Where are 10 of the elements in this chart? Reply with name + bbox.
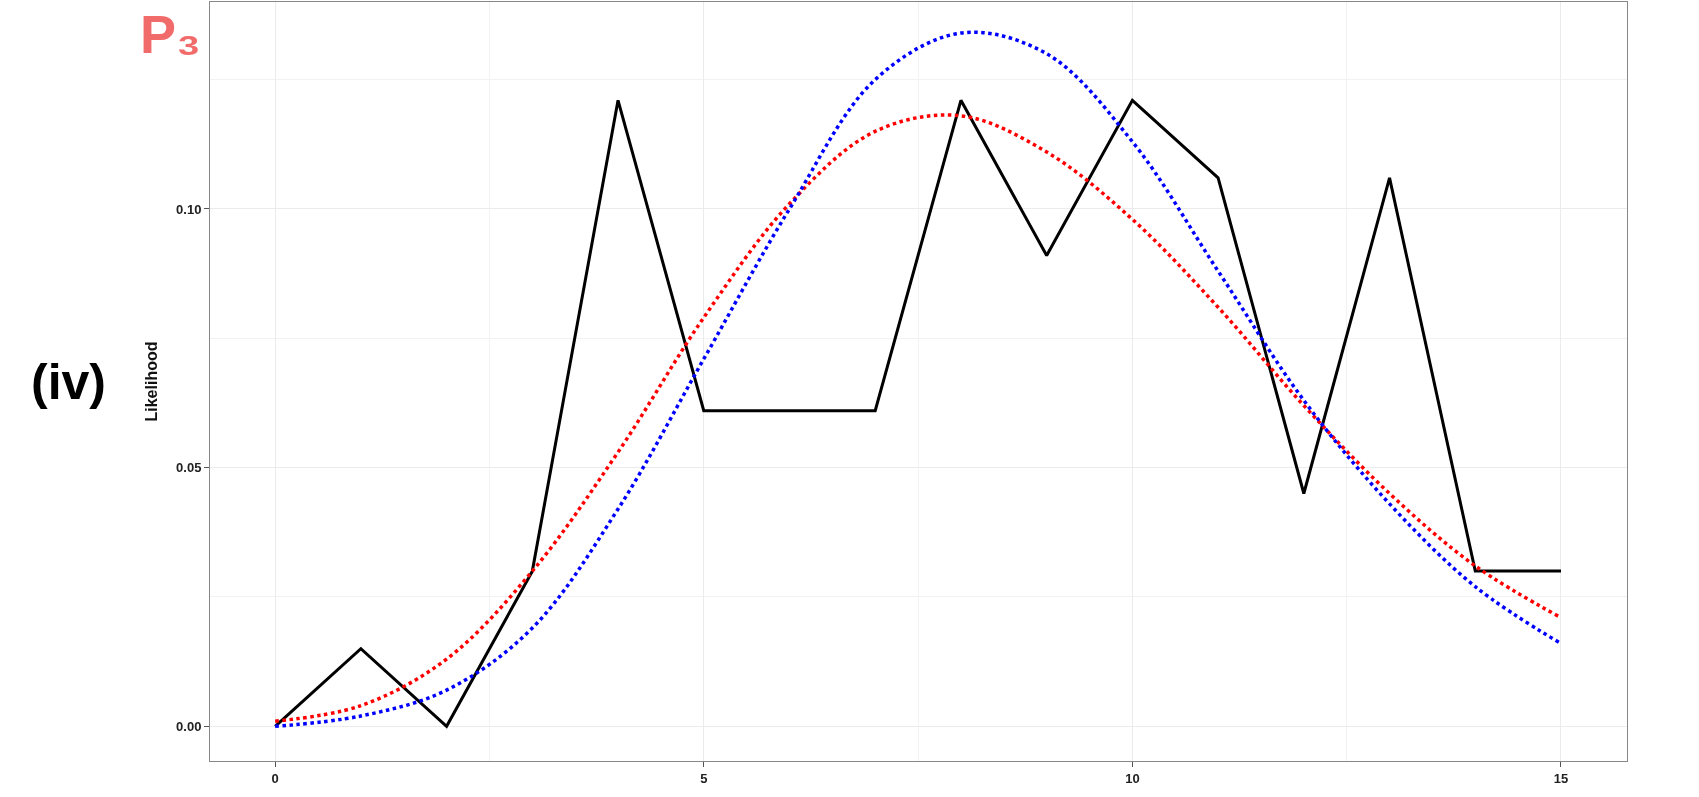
- y-tick-label: 0.00: [176, 718, 202, 734]
- y-tick-label: 0.05: [176, 460, 202, 476]
- text: P₃: [140, 4, 201, 64]
- x-tick-label: 0: [271, 770, 279, 786]
- text: (iv): [31, 354, 106, 410]
- x-tick-label: 15: [1553, 770, 1569, 786]
- x-tick-label: 10: [1125, 770, 1140, 786]
- x-tick-label: 5: [700, 770, 708, 786]
- y-axis-title: Likelihood: [142, 341, 160, 422]
- y-tick-label: 0.10: [176, 201, 202, 217]
